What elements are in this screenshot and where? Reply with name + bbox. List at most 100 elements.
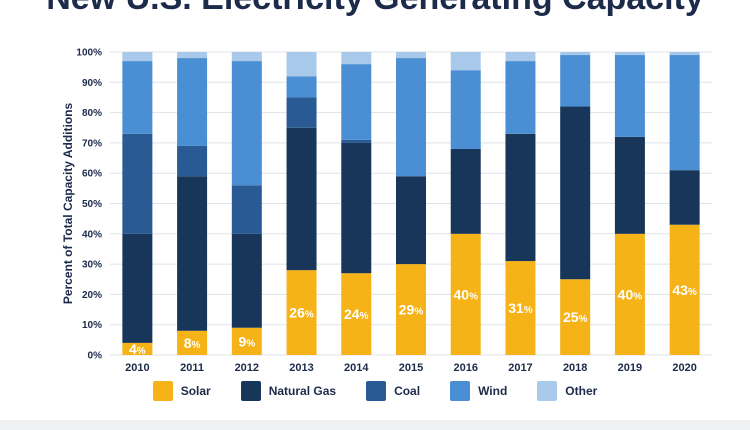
x-tick-label: 2015 xyxy=(399,362,423,374)
data-label: 26% xyxy=(289,305,314,321)
data-label: 25% xyxy=(563,309,588,325)
y-tick-label: 30% xyxy=(82,260,102,271)
legend-item: Natural Gas xyxy=(240,381,337,401)
bar-segment-other xyxy=(177,52,208,59)
bar-segment-wind xyxy=(341,64,372,140)
bar-segment-natural-gas xyxy=(560,106,591,280)
x-tick-label: 2016 xyxy=(453,362,477,374)
bar-segment-wind xyxy=(177,58,208,146)
bar-segment-other xyxy=(450,52,481,71)
legend-swatch xyxy=(537,381,558,401)
bar-segment-other xyxy=(614,52,645,56)
bar-segment-wind xyxy=(122,61,153,134)
legend-swatch xyxy=(240,381,261,401)
bar-segment-natural-gas xyxy=(450,148,481,234)
bar-segment-natural-gas xyxy=(231,233,262,328)
y-tick-label: 60% xyxy=(82,169,102,180)
bar-segment-coal xyxy=(231,185,262,234)
legend-item: Solar xyxy=(152,381,211,401)
y-tick-label: 10% xyxy=(82,320,102,331)
bar-segment-natural-gas xyxy=(505,133,536,262)
bar-segment-solar xyxy=(669,224,700,355)
data-label: 40% xyxy=(618,286,643,302)
bar-segment-other xyxy=(505,52,536,62)
x-tick-label: 2020 xyxy=(672,362,696,374)
bar-segment-wind xyxy=(286,76,317,98)
bar-segment-natural-gas xyxy=(341,142,372,274)
data-label: 40% xyxy=(453,286,478,302)
y-tick-label: 20% xyxy=(82,290,102,301)
bar-segment-other xyxy=(396,52,426,59)
bar-segment-natural-gas xyxy=(177,176,208,331)
bar-segment-coal xyxy=(122,133,153,234)
chart-title: New U.S. Electricity Generating Capacity xyxy=(0,0,750,18)
bar-segment-other xyxy=(122,52,153,62)
bar-segment-solar xyxy=(341,273,372,355)
bar-segment-other xyxy=(341,52,372,65)
legend-item: Coal xyxy=(366,381,420,401)
legend-swatch xyxy=(366,381,387,401)
x-tick-label: 2019 xyxy=(618,362,642,374)
bar-segment-solar xyxy=(560,279,591,355)
bar-segment-wind xyxy=(669,55,700,171)
bar-segment-solar xyxy=(177,330,208,355)
bar-segment-wind xyxy=(614,55,645,137)
bar-segment-coal xyxy=(286,97,317,128)
bar-segment-solar xyxy=(231,327,262,355)
x-tick-label: 2013 xyxy=(289,362,313,374)
legend-label: Wind xyxy=(478,384,508,398)
data-label: 24% xyxy=(344,306,369,322)
bar-segment-solar xyxy=(505,261,536,355)
bar-segment-wind xyxy=(231,61,262,186)
bar-segment-other xyxy=(286,52,317,77)
y-axis-label: Percent of Total Capacity Additions xyxy=(61,102,75,304)
y-tick-label: 100% xyxy=(76,48,102,59)
bar-segment-natural-gas xyxy=(614,136,645,234)
y-tick-label: 90% xyxy=(82,78,102,89)
legend-label: Other xyxy=(565,384,598,398)
legend-label: Natural Gas xyxy=(268,384,337,398)
legend-item: Wind xyxy=(450,381,507,401)
bar-segment-wind xyxy=(396,58,426,177)
x-tick-label: 2018 xyxy=(563,362,587,374)
bar-segment-natural-gas xyxy=(396,176,426,265)
y-tick-label: 0% xyxy=(88,351,103,362)
x-tick-label: 2017 xyxy=(508,362,532,374)
legend-label: Coal xyxy=(394,384,421,398)
chart-card: New U.S. Electricity Generating Capacity… xyxy=(0,0,750,420)
data-label: 43% xyxy=(672,282,697,298)
bar-segment-wind xyxy=(450,70,481,149)
bar-segment-natural-gas xyxy=(669,170,700,225)
data-label: 31% xyxy=(508,300,533,316)
y-tick-label: 70% xyxy=(82,138,102,149)
y-tick-label: 40% xyxy=(82,229,102,240)
bar-segment-coal xyxy=(341,139,372,143)
data-label: 4% xyxy=(129,341,146,357)
bar-segment-other xyxy=(669,52,700,56)
bar-segment-solar xyxy=(614,233,645,355)
bar-segment-solar xyxy=(286,270,317,355)
bar-segment-natural-gas xyxy=(122,233,153,343)
bar-segment-solar xyxy=(396,264,426,355)
bar-segment-other xyxy=(231,52,262,62)
data-label: 29% xyxy=(399,302,424,318)
x-tick-label: 2010 xyxy=(125,362,149,374)
stacked-bar-chart: 0% 10% 20% 30% 40% 50% 60% 70% 80% 90% 100% Percent… xyxy=(61,48,712,374)
data-label: 9% xyxy=(238,333,255,349)
bar-segment-solar xyxy=(122,342,153,355)
x-tick-label: 2012 xyxy=(235,362,259,374)
bar-segment-solar xyxy=(450,233,481,355)
legend-label: Solar xyxy=(180,384,211,398)
data-label: 8% xyxy=(184,335,201,351)
y-tick-label: 80% xyxy=(82,108,102,119)
bar-segment-natural-gas xyxy=(286,127,317,271)
bar-segment-wind xyxy=(560,55,591,107)
legend-swatch xyxy=(152,381,173,401)
chart-legend: Solar Natural Gas Coal Wind Other xyxy=(0,381,750,401)
x-tick-label: 2014 xyxy=(344,362,369,374)
bar-segment-coal xyxy=(177,145,208,177)
legend-swatch xyxy=(450,381,471,401)
y-tick-label: 50% xyxy=(82,199,102,210)
legend-item: Other xyxy=(537,381,597,401)
bar-segment-wind xyxy=(505,61,536,134)
